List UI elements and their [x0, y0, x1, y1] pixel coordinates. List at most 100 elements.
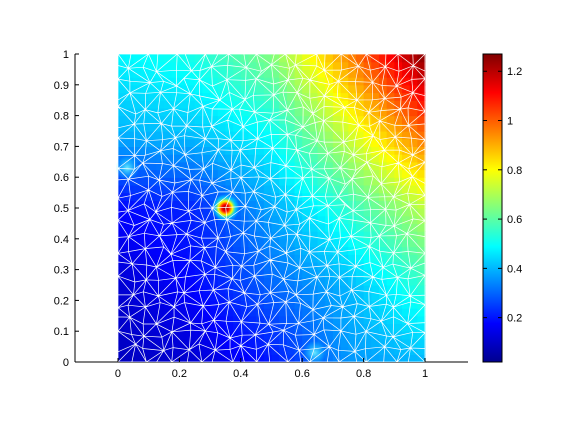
field-cell [309, 192, 319, 201]
field-cell [363, 84, 372, 94]
field-cell [279, 184, 288, 194]
field-cell [386, 54, 395, 63]
field-cell [117, 146, 127, 155]
field-cell [302, 123, 311, 132]
field-cell [325, 323, 334, 332]
field-cell [125, 107, 134, 117]
field-cell [164, 77, 173, 86]
field-cell [279, 92, 288, 101]
field-cell [148, 246, 157, 255]
field-cell [194, 254, 204, 263]
field-cell [294, 261, 303, 271]
field-cell [386, 184, 395, 194]
field-cell [332, 223, 342, 232]
field-cell [394, 123, 403, 132]
field-cell [401, 269, 411, 278]
field-cell [371, 300, 380, 309]
field-cell [194, 269, 204, 278]
field-cell [279, 138, 288, 147]
field-cell [371, 177, 380, 186]
field-cell [325, 300, 334, 309]
field-cell [332, 238, 342, 248]
field-cell [417, 138, 426, 147]
field-cell [317, 292, 326, 301]
field-cell [386, 261, 395, 271]
field-cell [355, 61, 365, 70]
field-cell [133, 285, 142, 294]
field-cell [371, 184, 380, 194]
field-cell [248, 354, 257, 362]
field-cell [348, 323, 357, 332]
field-cell [225, 138, 234, 147]
field-cell [156, 192, 165, 201]
field-cell [148, 215, 157, 224]
field-cell [302, 331, 311, 340]
field-cell [355, 177, 365, 186]
field-cell [225, 123, 234, 132]
field-cell [156, 354, 165, 362]
field-cell [371, 292, 380, 301]
field-cell [248, 285, 257, 294]
field-cell [202, 254, 211, 263]
field-cell [394, 315, 403, 325]
field-cell [348, 161, 357, 171]
field-cell [309, 92, 319, 101]
field-cell [263, 84, 273, 94]
field-cell [217, 184, 227, 194]
field-cell [417, 300, 426, 309]
field-cell [286, 292, 296, 301]
field-cell [317, 254, 326, 263]
field-cell [240, 184, 250, 194]
field-cell [194, 285, 204, 294]
field-cell [279, 146, 288, 155]
field-cell [378, 138, 388, 147]
field-cell [340, 184, 349, 194]
field-cell [401, 92, 411, 101]
field-cell [378, 292, 388, 301]
field-cell [171, 346, 180, 355]
field-cell [417, 208, 426, 217]
field-cell [386, 61, 395, 70]
field-cell [202, 177, 211, 186]
field-cell [256, 184, 265, 194]
field-cell [409, 215, 418, 224]
field-cell [125, 131, 134, 140]
field-cell [148, 346, 157, 355]
field-cell [179, 285, 188, 294]
field-cell [363, 223, 372, 232]
field-cell [256, 146, 265, 155]
field-cell [279, 154, 288, 163]
field-cell [355, 238, 365, 248]
field-cell [133, 77, 142, 86]
field-cell [279, 215, 288, 224]
field-cell [117, 246, 127, 255]
field-cell [187, 254, 196, 263]
field-cell [256, 308, 265, 317]
field-cell [133, 146, 142, 155]
field-cell [417, 277, 426, 286]
field-cell [309, 231, 319, 240]
field-cell [194, 61, 204, 70]
field-cell [325, 146, 334, 155]
field-cell [302, 184, 311, 194]
field-cell [217, 177, 227, 186]
field-cell [371, 123, 380, 132]
field-cell [263, 285, 273, 294]
field-cell [240, 84, 250, 94]
field-cell [133, 192, 142, 201]
field-cell [294, 131, 303, 140]
field-cell [294, 154, 303, 163]
field-cell [309, 246, 319, 255]
field-cell [355, 323, 365, 332]
field-cell [317, 146, 326, 155]
field-cell [394, 308, 403, 317]
x-tick-label: 0.6 [295, 368, 310, 380]
field-cell [401, 161, 411, 171]
y-tick-label: 0.6 [54, 172, 69, 184]
colorbar-tick-label: 0.2 [507, 313, 522, 325]
field-cell [225, 223, 234, 232]
field-cell [279, 84, 288, 94]
field-cell [279, 208, 288, 217]
field-cell [202, 77, 211, 86]
field-cell [256, 192, 265, 201]
